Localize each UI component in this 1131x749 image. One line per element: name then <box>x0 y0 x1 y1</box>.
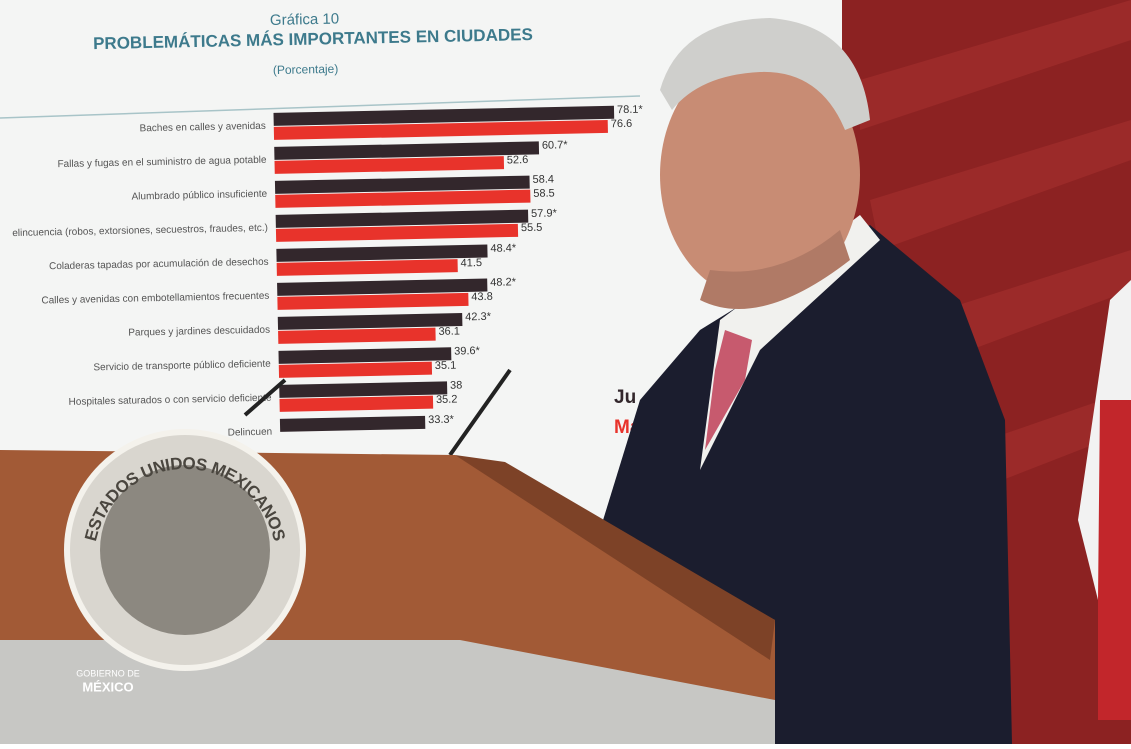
bar <box>279 395 434 412</box>
logo-top: GOBIERNO DE <box>76 668 140 678</box>
category-label: Parques y jardines descuidados <box>128 325 270 339</box>
value-label: 33.3* <box>428 414 455 427</box>
screen-rule <box>0 95 641 119</box>
value-label: 52.6 <box>507 154 529 166</box>
category-label: elincuencia (robos, extorsiones, secuest… <box>12 223 268 239</box>
bar <box>279 381 448 398</box>
legend-label: Ju <box>614 387 636 408</box>
category-label: Hospitales saturados o con servicio defi… <box>69 393 273 408</box>
value-label: 39.6* <box>454 345 481 358</box>
hair <box>660 18 870 130</box>
value-label: 57.9* <box>531 207 558 220</box>
neck <box>700 230 850 309</box>
bar <box>277 278 488 296</box>
category-label: Servicio de transporte público deficient… <box>93 359 271 374</box>
tie <box>705 330 752 450</box>
value-label: 48.2* <box>490 276 517 289</box>
bar <box>274 175 530 194</box>
microphones <box>243 368 512 457</box>
category-label: Alumbrado público insuficiente <box>131 189 267 203</box>
logo-bottom: MÉXICO <box>82 679 133 694</box>
value-label: 76.6 <box>611 118 633 130</box>
chart-pretitle: Gráfica 10 <box>270 11 340 29</box>
value-label: 60.7* <box>542 139 569 152</box>
bar <box>274 156 505 174</box>
value-label: 55.5 <box>521 222 543 234</box>
chart-subtitle: (Porcentaje) <box>273 62 339 77</box>
category-label: Coladeras tapadas por acumulación de des… <box>49 257 269 273</box>
value-label: 42.3* <box>465 311 492 324</box>
value-label: 78.1* <box>617 104 644 117</box>
value-label: 36.1 <box>438 325 460 337</box>
face <box>660 50 860 300</box>
bar <box>275 189 531 208</box>
value-label: 35.1 <box>435 360 457 372</box>
podium-side <box>455 455 775 660</box>
category-label: Baches en calles y avenidas <box>139 121 265 135</box>
bar <box>278 327 436 344</box>
flag <box>1098 400 1131 720</box>
bar <box>278 361 433 378</box>
bar <box>275 223 519 242</box>
bar <box>273 105 615 126</box>
category-label: Delincuen <box>228 427 273 439</box>
category-label: Calles y avenidas con embotellamientos f… <box>41 291 269 307</box>
value-label: 41.5 <box>460 257 482 269</box>
seal-inner <box>100 465 270 635</box>
value-label: 58.5 <box>533 187 555 199</box>
value-label: 38 <box>450 379 462 391</box>
category-label: Fallas y fugas en el suministro de agua … <box>57 155 267 170</box>
bar <box>279 415 426 432</box>
value-label: 48.4* <box>490 242 517 255</box>
shirt <box>700 215 880 470</box>
bar <box>275 209 529 228</box>
bar <box>274 141 540 160</box>
value-label: 58.4 <box>532 173 554 185</box>
value-label: 35.2 <box>436 394 458 406</box>
bar <box>276 244 488 262</box>
bar <box>277 292 469 310</box>
flag-white <box>1078 280 1131 600</box>
bar <box>277 313 463 330</box>
bar <box>276 259 458 276</box>
bar <box>278 347 452 364</box>
value-label: 43.8 <box>471 291 493 303</box>
bar <box>273 119 608 140</box>
chart: Gráfica 10 PROBLEMÁTICAS MÁS IMPORTANTES… <box>12 11 644 439</box>
